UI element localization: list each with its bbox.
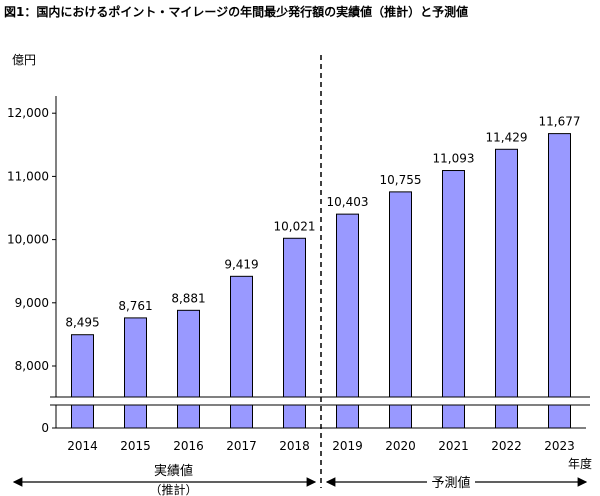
data-label-2018: 10,021 [274,219,316,233]
x-tick-label-2014: 2014 [67,439,98,453]
y-tick-label-11000: 11,000 [7,169,49,183]
data-label-2021: 11,093 [433,152,475,166]
x-tick-label-2016: 2016 [173,439,204,453]
bar-2023 [548,133,571,429]
bar-2020 [389,191,412,429]
data-label-2014: 8,495 [65,316,99,330]
y-tick-label-0: 0 [41,421,49,435]
y-tick-label-9000: 9,000 [15,296,49,310]
x-tick-label-2020: 2020 [385,439,416,453]
data-label-2020: 10,755 [380,173,422,187]
data-label-2015: 8,761 [118,299,152,313]
bar-2022 [495,148,518,429]
data-label-2017: 9,419 [224,257,258,271]
x-tick-label-2022: 2022 [491,439,522,453]
y-tick-label-12000: 12,000 [7,106,49,120]
bar-2015 [124,317,147,429]
period-label-forecast: 予測値 [431,475,470,491]
x-tick-label-2017: 2017 [226,439,257,453]
x-tick-label-2023: 2023 [544,439,575,453]
axis-break-band [50,397,590,405]
x-axis-unit-label: 年度 [568,456,592,471]
bar-2016 [177,309,200,429]
period-sublabel-bg [139,484,208,496]
data-label-2022: 11,429 [486,130,528,144]
x-tick-label-2018: 2018 [279,439,310,453]
y-tick-label-10000: 10,000 [7,233,49,247]
bar-2021 [442,170,465,429]
x-tick-label-2015: 2015 [120,439,151,453]
y-axis-unit-label: 億円 [12,53,37,67]
y-tick-label-8000: 8,000 [15,359,49,373]
period-label-actual: 実績値 [154,463,193,479]
bar-2019 [336,213,359,429]
chart-title: 図1：国内におけるポイント・マイレージの年間最少発行額の実績値（推計）と予測値 [4,5,469,19]
period-label-bg-forecast [427,475,475,489]
data-label-2019: 10,403 [327,195,369,209]
x-tick-label-2019: 2019 [332,439,363,453]
data-label-2023: 11,677 [539,115,581,129]
period-sublabel-actual: （推計） [149,482,197,496]
bar-2014 [71,334,94,429]
x-tick-label-2021: 2021 [438,439,469,453]
data-label-2016: 8,881 [171,291,205,305]
